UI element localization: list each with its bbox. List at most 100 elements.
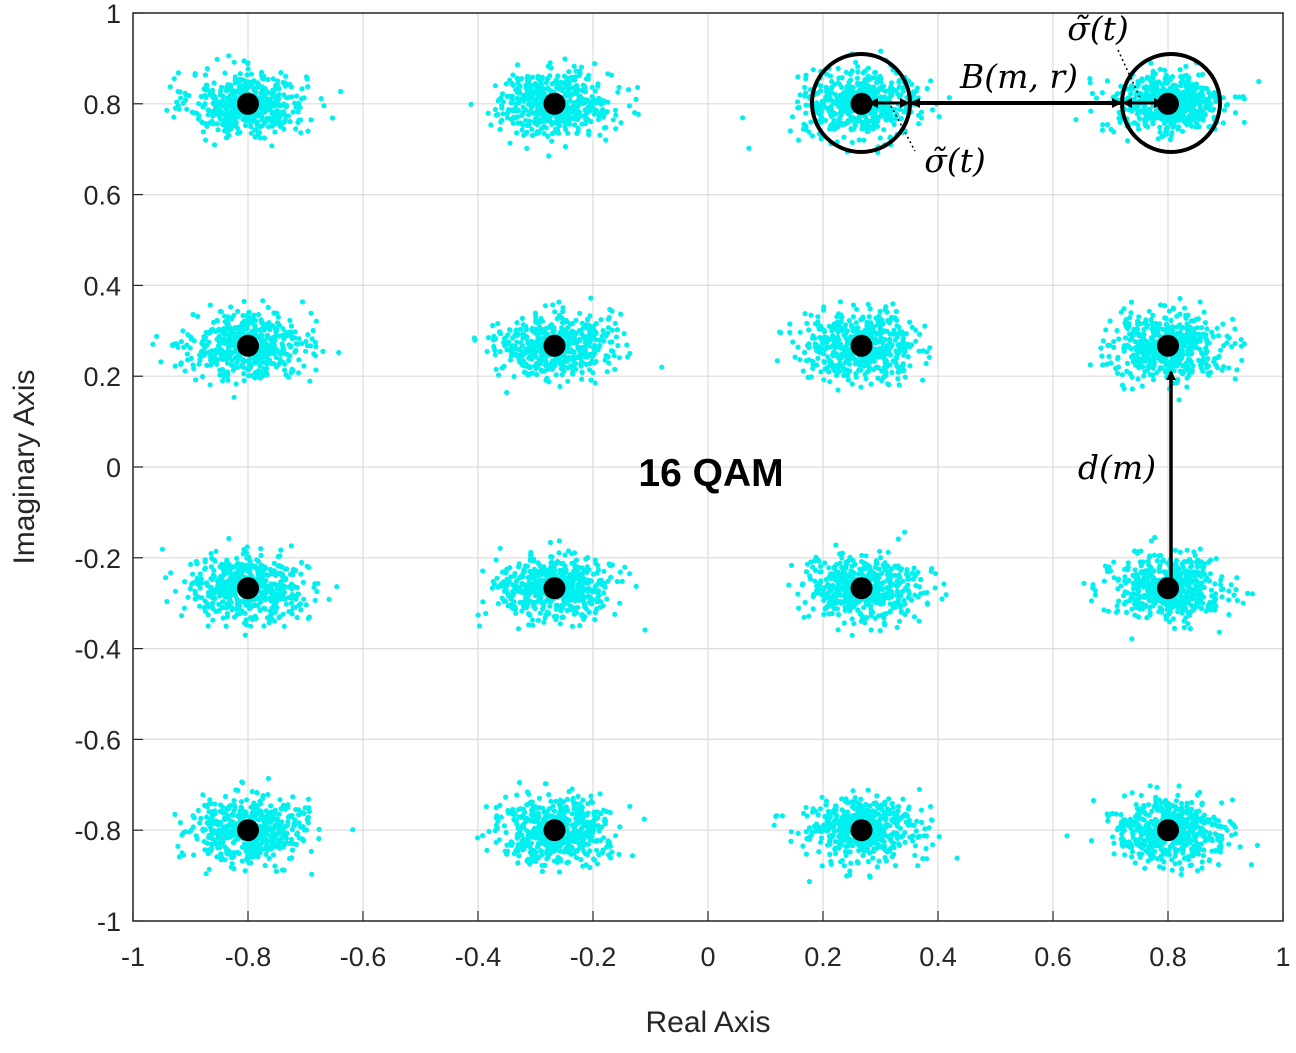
sample-point <box>1139 78 1145 84</box>
sample-point <box>240 357 247 363</box>
sample-point <box>168 570 174 576</box>
sample-point <box>214 317 220 323</box>
sample-point <box>241 318 247 324</box>
sample-point <box>621 331 627 337</box>
sample-point <box>1232 110 1239 116</box>
sample-point <box>1149 321 1155 327</box>
sample-point <box>1196 357 1202 363</box>
sample-point <box>271 361 277 367</box>
sample-point <box>898 92 904 98</box>
sample-point <box>259 320 265 326</box>
sample-point <box>578 345 585 351</box>
sample-point <box>207 302 213 308</box>
sample-point <box>936 114 942 120</box>
sample-point <box>527 118 533 124</box>
sample-point <box>920 377 926 383</box>
sample-point <box>822 117 829 123</box>
sample-point <box>219 84 225 90</box>
sample-point <box>501 363 507 369</box>
sample-point <box>260 97 266 103</box>
sample-point <box>774 358 780 364</box>
sample-point <box>525 346 531 352</box>
sample-point <box>1195 123 1201 129</box>
sample-point <box>258 546 264 552</box>
sample-point <box>539 74 546 80</box>
sample-point <box>855 64 861 70</box>
sample-point <box>252 113 258 119</box>
sample-point <box>574 107 580 113</box>
sample-point <box>285 113 292 119</box>
sample-point <box>287 81 293 87</box>
sample-point <box>573 317 579 323</box>
sample-point <box>226 53 232 59</box>
sample-point <box>819 104 825 111</box>
sample-point <box>871 114 877 120</box>
sample-point <box>888 84 894 90</box>
sample-point <box>212 595 218 602</box>
sample-point <box>916 121 922 127</box>
sample-point <box>205 623 211 629</box>
sample-point <box>802 311 808 317</box>
sample-point <box>510 120 516 126</box>
sample-point <box>507 327 513 333</box>
sample-point <box>582 89 589 95</box>
sample-point <box>893 354 899 360</box>
sample-point <box>895 376 901 382</box>
sample-point <box>222 594 228 600</box>
sample-point <box>603 124 609 131</box>
sample-point <box>1149 356 1155 362</box>
sample-point <box>221 330 227 336</box>
sample-point <box>1175 377 1181 383</box>
sample-point <box>1124 360 1131 366</box>
sample-point <box>180 100 186 106</box>
sample-point <box>618 120 624 126</box>
sample-point <box>827 379 833 385</box>
sample-point <box>293 595 299 601</box>
sample-point <box>916 112 922 118</box>
sample-point <box>1202 320 1208 326</box>
sample-point <box>242 632 248 638</box>
sample-point <box>278 70 284 76</box>
sample-point <box>234 364 240 371</box>
sample-point <box>293 347 299 354</box>
sample-point <box>1136 314 1142 320</box>
sample-point <box>228 350 234 357</box>
sample-point <box>1196 72 1202 78</box>
sample-point <box>534 129 541 135</box>
sample-point <box>281 109 287 115</box>
sample-point <box>542 615 548 621</box>
sample-point <box>311 351 317 357</box>
sample-point <box>823 84 829 90</box>
sample-point <box>177 89 183 95</box>
sample-point <box>235 308 241 314</box>
sample-point <box>893 360 899 366</box>
sample-point <box>235 125 241 131</box>
sample-point <box>552 309 558 315</box>
sample-point <box>1178 112 1184 118</box>
sample-point <box>1163 72 1169 78</box>
sample-point <box>493 112 499 118</box>
sample-point <box>533 365 539 372</box>
sample-point <box>1111 339 1117 345</box>
sample-point <box>816 326 822 332</box>
sample-point <box>808 312 814 318</box>
sample-point <box>1164 368 1170 374</box>
sample-point <box>1107 318 1113 324</box>
sample-point <box>596 113 602 119</box>
sample-point <box>1126 331 1133 337</box>
sample-point <box>557 621 564 627</box>
sample-point <box>887 339 893 345</box>
sample-point <box>184 351 190 357</box>
sample-point <box>1123 323 1129 329</box>
sample-point <box>220 94 226 100</box>
sample-point <box>497 329 503 335</box>
sample-point <box>233 593 239 599</box>
sample-point <box>1189 123 1195 129</box>
sample-point <box>1132 104 1138 110</box>
sample-point <box>265 304 271 310</box>
sample-point <box>1088 108 1094 114</box>
sample-point <box>530 622 536 628</box>
sample-point <box>580 325 586 331</box>
sample-point <box>542 330 549 336</box>
sample-point <box>1114 91 1120 97</box>
